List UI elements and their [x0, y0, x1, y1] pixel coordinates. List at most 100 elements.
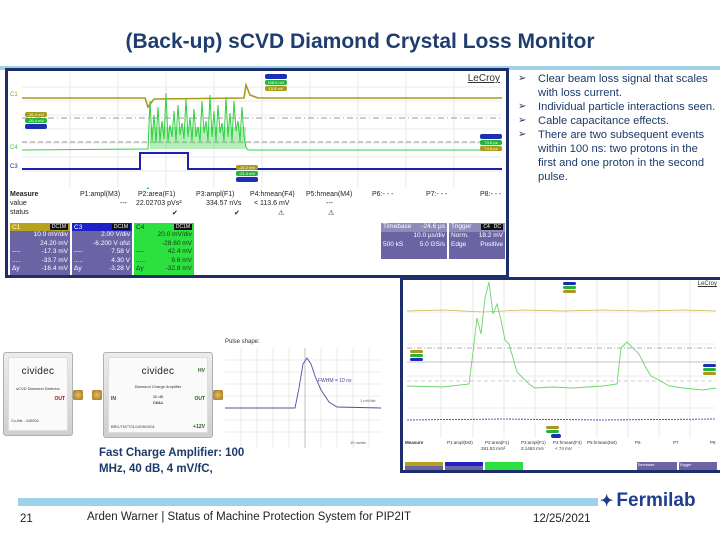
horizontal-scale-label: 10 ns/div [350, 440, 367, 445]
measure-value: 334.57 nVs [206, 200, 242, 207]
sample-count: 500 kS [383, 241, 404, 248]
status-check-icon: ✔ [172, 210, 178, 217]
marker-tag [546, 430, 559, 433]
marker-tag [703, 372, 716, 375]
sma-connector-icon [213, 390, 223, 400]
trigger-mode: Norm. [451, 232, 469, 239]
cursor2-value: 9.6 mV [171, 256, 192, 264]
waveform-plot-zoomed [406, 280, 717, 438]
arrow-bullet-icon: ➢ [518, 73, 527, 84]
measure-header: P8:- - - [480, 191, 502, 198]
lecroy-logo: LeCroy [697, 281, 717, 287]
measure-value: --- [326, 200, 333, 207]
channel-box-c1[interactable]: C1 DC1M 10.0 mV/div 24.20 mV ---- -17.3 mV… [10, 223, 70, 275]
channel-box-c1[interactable] [405, 462, 443, 470]
bullet-text: Clear beam loss signal that scales with … [538, 73, 708, 99]
port-label-out: OUT [54, 396, 65, 402]
measure-value: 3.1463 nVs [521, 446, 544, 451]
cursor1-value: 42.4 mV [167, 248, 192, 255]
timebase-label: Timebase [383, 223, 412, 230]
measure-header: P7 [673, 440, 679, 445]
delta-value: -32.8 mV [165, 265, 192, 272]
measure-header: P5:hmean(M4) [306, 191, 353, 198]
port-label-hv: HV [198, 368, 205, 374]
arrow-bullet-icon: ➢ [518, 115, 527, 126]
cividec-logo: cividec [21, 366, 55, 377]
delta-label: Δy [136, 265, 144, 272]
trigger-type: Edge [451, 241, 467, 248]
channel-box-c3[interactable] [445, 462, 483, 470]
timebase-delay: -24.6 µs [421, 223, 445, 230]
marker-tag [563, 290, 576, 293]
channel-box-c4[interactable]: C4 DC1M 20.0 mV/div -28.60 mV ---- 42.4 mV… [134, 223, 194, 275]
timebase-label: Timebase [637, 462, 655, 467]
device-serial: BRC/7N7T01/1209/1001 [111, 424, 155, 429]
measure-value: < 74 mV [555, 446, 572, 451]
bullet-text: Individual particle interactions seen. [538, 101, 716, 113]
bullet-item: ➢ Clear beam loss signal that scales with… [514, 72, 718, 100]
coupling-badge: DC1M [49, 224, 68, 230]
coupling-badge: DC1M [111, 224, 130, 230]
marker-tag: -21.4 mV [236, 171, 258, 176]
device-name: sCVD Diamond Detector [16, 386, 60, 391]
fermilab-logo: ✦ Fermilab [600, 490, 696, 512]
slide-title: (Back-up) sCVD Diamond Crystal Loss Moni… [125, 30, 595, 53]
marker-tag [546, 426, 559, 429]
pulse-shape-plot: Pulse shape: FWHM = 10 ns 1 mV/div 10 ns… [220, 338, 398, 450]
trigger-box[interactable]: Trigger [679, 462, 717, 470]
status-check-icon: ✔ [234, 210, 240, 217]
caption-line: MHz, 40 dB, 4 mV/fC, [99, 463, 213, 475]
caption-line: Fast Charge Amplifier: 100 [99, 447, 245, 459]
volts-per-div: 10.0 mV/div [33, 231, 68, 238]
offset: -28.60 mV [162, 239, 192, 247]
marker-tag [236, 177, 258, 182]
cursor1-value: 7.58 V [111, 248, 130, 255]
trigger-label: Trigger [679, 462, 692, 467]
timebase-box[interactable]: Timebase [637, 462, 677, 470]
marker-tag: 15.8 mV [265, 86, 287, 91]
delta-value: -16.4 mV [41, 265, 68, 272]
fwhm-annotation: FWHM = 10 ns [318, 378, 352, 384]
pulse-plot-title: Pulse shape: [225, 339, 260, 345]
trigger-source: C4 [481, 224, 492, 230]
volts-per-div: 20.0 mV/div [157, 231, 192, 238]
fermilab-mark-icon: ✦ [600, 493, 614, 510]
sample-rate: 5.0 GS/s [419, 241, 445, 248]
bullet-list: ➢ Clear beam loss signal that scales with… [514, 72, 718, 184]
cursor1-value: -17.3 mV [41, 248, 68, 255]
amplifier-caption: Fast Charge Amplifier: 100 MHz, 40 dB, 4… [99, 445, 244, 477]
offset: 24.20 mV [40, 239, 68, 247]
channel-box-c3[interactable]: C3 DC1M 2.00 V/div -6.200 V ofst ---- 7.58… [72, 223, 132, 275]
timebase-box[interactable]: Timebase -24.6 µs 10.0 µs/div 500 kS 5.0 G… [381, 223, 447, 259]
device-model: C6A1 [152, 400, 164, 405]
channel-name: C3 [74, 223, 83, 231]
marker-tag [410, 354, 423, 357]
bullet-item: ➢ There are two subsequent events within … [514, 128, 718, 184]
measure-value: < 113.6 mV [254, 200, 290, 207]
trigger-box[interactable]: Trigger C4 DC Norm. 18.2 mV Edge Positive [449, 223, 505, 259]
measure-header: P2:area(F1) [485, 440, 510, 445]
measure-header: P4:hmean(F4) [553, 440, 582, 445]
marker-tag: -24.2 mV [236, 165, 258, 170]
offset: -6.200 V ofst [93, 239, 130, 247]
cursor2-value: 4.30 V [111, 256, 130, 264]
marker-tag [703, 368, 716, 371]
volts-per-div: 2.00 V/div [101, 231, 130, 238]
port-label-power: +12V [193, 424, 205, 430]
channel-box-c4[interactable] [485, 462, 523, 470]
measure-value: --- [120, 200, 127, 207]
delta-label: Δy [12, 265, 20, 272]
marker-tag [410, 358, 423, 361]
delta-value: -3.28 V [109, 265, 130, 272]
measure-header: P6 [635, 440, 641, 445]
trigger-coupling: DC [491, 224, 503, 230]
measure-header: P5:hmean(M4) [587, 440, 617, 445]
channel-name: C4 [136, 223, 145, 231]
measure-header: P1:ampl(M3) [80, 191, 121, 198]
marker-tag [265, 74, 287, 79]
value-label: value [10, 200, 27, 207]
footer-rule [18, 498, 598, 506]
trigger-slope: Positive [480, 241, 503, 248]
channel-label-c3: C3 [10, 164, 18, 170]
port-label-out: OUT [194, 396, 205, 402]
